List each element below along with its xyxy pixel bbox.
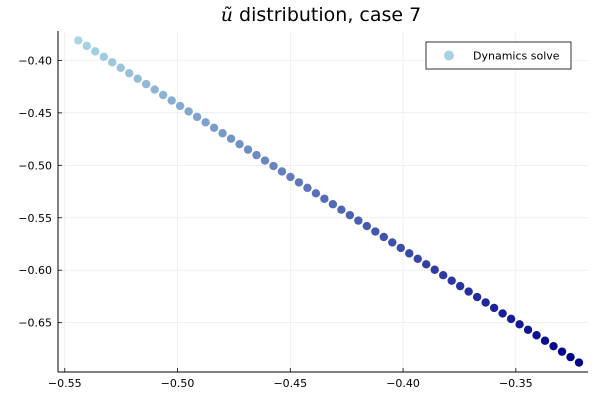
data-point [167, 96, 176, 105]
data-point [150, 85, 159, 94]
data-point [566, 352, 575, 362]
data-point [574, 358, 584, 367]
data-point [396, 243, 405, 253]
data-point [209, 123, 219, 132]
legend-label: Dynamics solve [473, 50, 560, 63]
data-point [422, 260, 431, 269]
data-point [481, 298, 490, 307]
data-point [303, 183, 312, 193]
data-point [337, 205, 346, 214]
x-tick-label-3: −0.40 [386, 377, 420, 390]
data-point [260, 156, 270, 165]
axes [57, 31, 588, 373]
data-point [74, 36, 83, 45]
data-point [116, 63, 125, 72]
data-point [277, 167, 287, 176]
data-point [354, 216, 363, 225]
data-point [99, 52, 108, 62]
data-point [175, 101, 185, 111]
data-point [218, 129, 227, 138]
data-point [269, 161, 278, 171]
data-point [235, 139, 244, 149]
data-points [74, 36, 584, 367]
data-point [557, 347, 567, 356]
x-tick-label-1: −0.50 [161, 377, 195, 390]
data-point [184, 107, 193, 116]
data-point [472, 292, 482, 302]
data-point [320, 194, 329, 203]
data-point [91, 47, 100, 56]
data-point [379, 232, 388, 242]
legend-marker [444, 50, 454, 61]
y-tick-label-1: −0.45 [18, 107, 52, 120]
data-point [133, 74, 142, 83]
legend: Dynamics solve [425, 41, 572, 70]
data-point [158, 90, 168, 100]
data-point [328, 200, 338, 209]
data-point [489, 303, 499, 313]
chart-title-text: distribution, case 7 [233, 4, 421, 26]
y-tick-label-3: −0.55 [18, 212, 52, 225]
data-point [532, 331, 541, 340]
data-point [498, 309, 507, 318]
data-point [413, 254, 422, 264]
x-tick-label-2: −0.45 [273, 377, 307, 390]
data-point [523, 325, 533, 334]
data-point [311, 189, 321, 198]
y-tick-label-5: −0.65 [18, 317, 52, 330]
data-point [506, 314, 516, 324]
chart-title-symbol: ũ [221, 4, 233, 26]
data-point [108, 58, 117, 67]
data-point [439, 271, 448, 280]
data-point [345, 210, 355, 220]
data-point [141, 79, 151, 89]
data-point [125, 69, 134, 78]
ticks: −0.55 −0.50 −0.45 −0.40 −0.35 −0.40 −0.45 −0.50… [18, 54, 532, 390]
data-point [515, 320, 524, 329]
data-point [82, 41, 91, 51]
data-point [243, 145, 253, 154]
x-tick-label-4: −0.35 [499, 377, 533, 390]
data-point [201, 118, 210, 127]
y-tick-label-2: −0.50 [18, 159, 52, 172]
y-tick-label-0: −0.40 [18, 54, 52, 67]
data-point [540, 336, 550, 345]
data-point [464, 287, 473, 296]
data-point [388, 238, 397, 247]
data-point [192, 112, 202, 122]
data-point [294, 178, 304, 187]
grid [58, 31, 588, 372]
chart-title: ũ distribution, case 7 [221, 4, 421, 26]
y-tick-label-4: −0.60 [18, 264, 52, 277]
x-tick-label-0: −0.55 [48, 377, 82, 390]
data-point [455, 281, 465, 291]
data-point [371, 227, 380, 236]
data-point [252, 150, 261, 160]
data-point [447, 276, 456, 285]
data-point [405, 249, 414, 258]
data-point [286, 172, 295, 182]
data-point [362, 221, 372, 231]
data-point [226, 134, 236, 143]
data-point [549, 341, 558, 351]
data-point [430, 265, 439, 274]
